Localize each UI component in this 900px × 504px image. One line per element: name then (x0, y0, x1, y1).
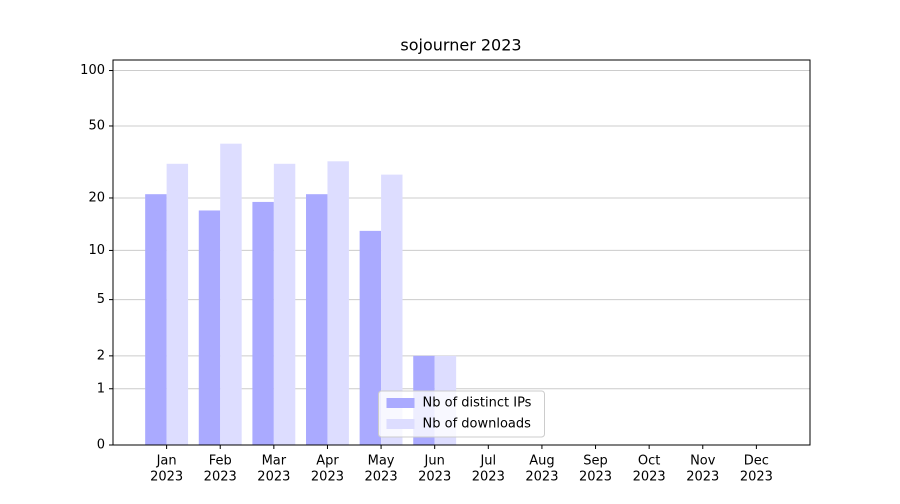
x-tick-label: Oct (638, 454, 660, 469)
x-tick-label: Jul (479, 454, 496, 469)
x-tick-label: Mar (262, 454, 287, 469)
x-tick-label: 2023 (204, 470, 237, 485)
legend: Nb of distinct IPs Nb of downloads (378, 390, 545, 438)
axes-frame (112, 59, 811, 446)
x-tick-label: 2023 (686, 470, 719, 485)
y-tick-label: 10 (88, 243, 105, 258)
bar (273, 163, 296, 445)
x-tick-label: Jun (424, 454, 445, 469)
bar (359, 230, 382, 445)
x-tick-label: 2023 (472, 470, 505, 485)
bar (198, 210, 221, 445)
bar (220, 143, 242, 446)
x-tick-label: 2023 (525, 470, 558, 485)
x-tick-label: Dec (744, 454, 769, 469)
legend-swatch (386, 398, 415, 408)
x-tick-label: 2023 (579, 470, 612, 485)
y-tick-label: 100 (80, 63, 105, 78)
legend-label: Nb of downloads (423, 417, 532, 432)
y-tick-label: 20 (88, 190, 105, 205)
bar (166, 163, 189, 445)
x-tick-label: Aug (529, 454, 554, 469)
legend-swatch (386, 419, 415, 429)
x-tick-label: May (368, 454, 395, 469)
y-tick-label: 2 (97, 348, 105, 363)
chart-title: sojourner 2023 (400, 36, 521, 55)
bar (381, 174, 403, 445)
legend-frame (378, 390, 545, 438)
x-tick-label: Apr (316, 454, 339, 469)
bar (145, 194, 167, 445)
bar (306, 194, 328, 445)
x-tick-label: 2023 (633, 470, 666, 485)
x-tick-label: 2023 (740, 470, 773, 485)
x-tick-label: Nov (690, 454, 716, 469)
y-tick-label: 0 (97, 438, 105, 453)
x-tick-label: 2023 (257, 470, 290, 485)
x-tick-label: Jan (156, 454, 177, 469)
x-tick-label: Feb (209, 454, 232, 469)
y-tick-label: 1 (97, 381, 105, 396)
x-tick-label: 2023 (365, 470, 398, 485)
bar (252, 201, 274, 445)
legend-label: Nb of distinct IPs (423, 396, 532, 411)
x-tick-label: 2023 (418, 470, 451, 485)
y-tick-label: 50 (88, 118, 105, 133)
x-tick-label: 2023 (150, 470, 183, 485)
x-tick-label: 2023 (311, 470, 344, 485)
x-tick-label: Sep (583, 454, 608, 469)
bar (327, 161, 349, 445)
y-tick-label: 5 (97, 292, 105, 307)
